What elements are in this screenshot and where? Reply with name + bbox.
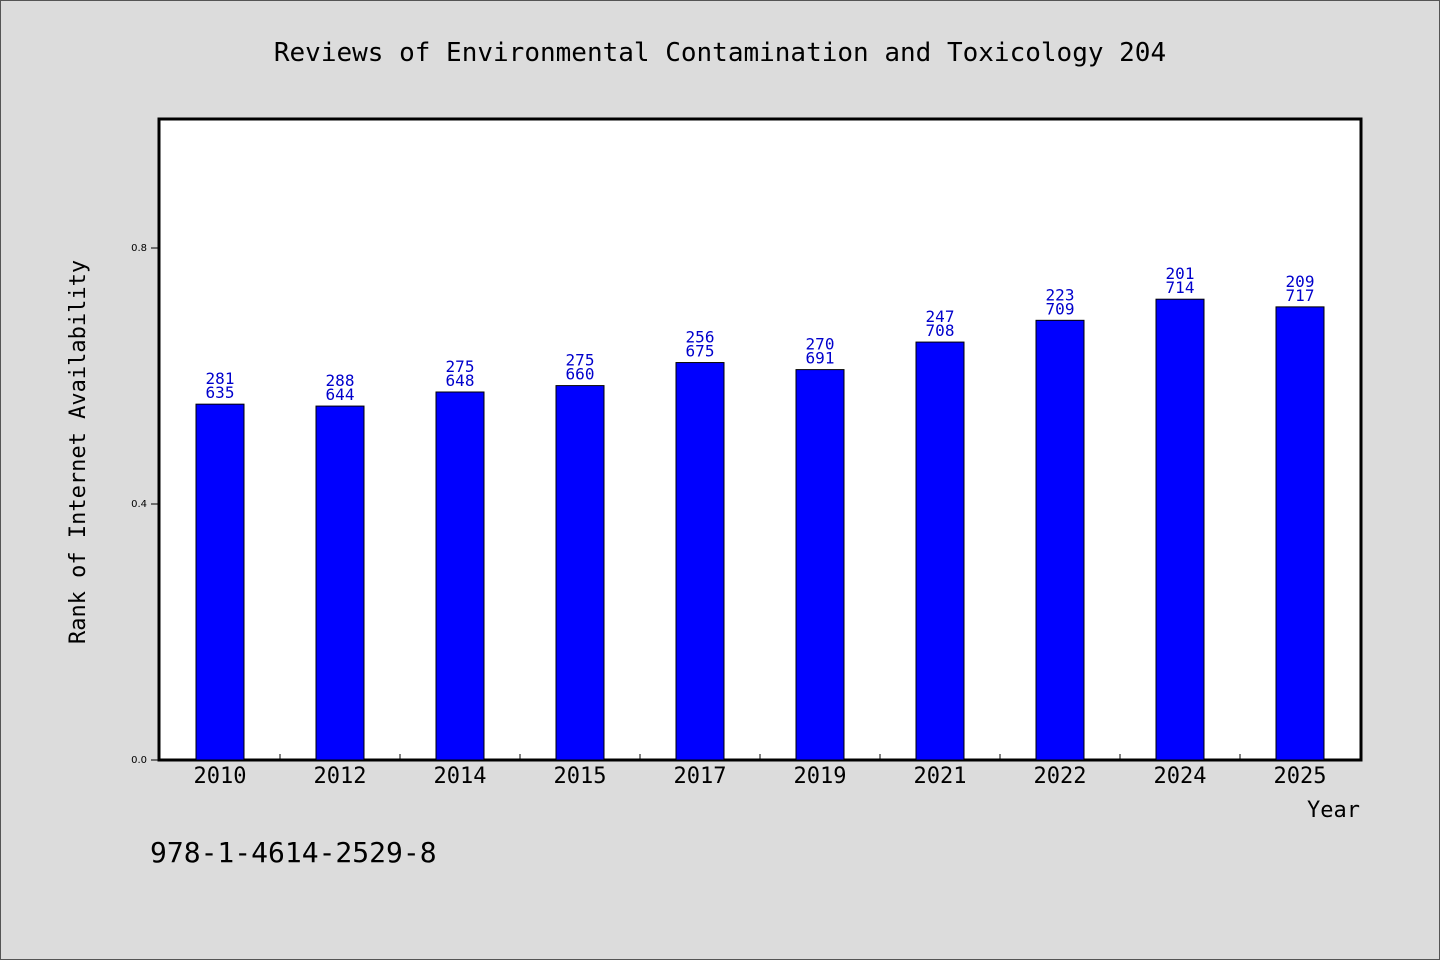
- data-label-bottom-2010: 635: [206, 383, 235, 402]
- bar-2024: [1155, 298, 1205, 761]
- y-axis: 0.0 0.4 0.8: [131, 243, 159, 766]
- data-label-top-2024: 201: [1166, 264, 1195, 283]
- data-label-top-2021: 247: [926, 307, 955, 326]
- y-tick-label: 0.8: [131, 243, 147, 254]
- data-label-bottom-2012: 644: [326, 385, 355, 404]
- x-tick-label-2025: 2025: [1274, 764, 1327, 789]
- data-label-top-2015: 275: [566, 351, 595, 370]
- x-tick-label-2012: 2012: [314, 764, 367, 789]
- bar-2025: [1275, 306, 1325, 761]
- data-label-top-2014: 275: [446, 357, 475, 376]
- bar-2019: [795, 369, 845, 761]
- y-tick-label: 0.4: [131, 499, 147, 510]
- data-label-bottom-2022: 709: [1046, 299, 1075, 318]
- y-tick-label: 0.0: [131, 755, 147, 766]
- data-label-top-2019: 270: [806, 335, 835, 354]
- bar-2015: [555, 385, 605, 761]
- bar-2012: [315, 405, 365, 761]
- data-label-bottom-2015: 660: [566, 365, 595, 384]
- data-label-bottom-2017: 675: [686, 342, 715, 361]
- data-label-top-2022: 223: [1046, 285, 1075, 304]
- data-label-bottom-2019: 691: [806, 349, 835, 368]
- chart-title: Reviews of Environmental Contamination a…: [274, 38, 1166, 68]
- x-tick-label-2019: 2019: [794, 764, 847, 789]
- x-tick-label-2015: 2015: [554, 764, 607, 789]
- x-axis: 2010 2012 2014 2015 2017 2019 2021 2022 2024 2025: [194, 754, 1327, 789]
- y-axis-title: Rank of Internet Availability: [66, 260, 91, 644]
- data-label-top-2025: 209: [1286, 272, 1315, 291]
- data-label-bottom-2024: 714: [1166, 278, 1195, 297]
- x-tick-label-2014: 2014: [434, 764, 487, 789]
- bar-2010: [195, 403, 245, 761]
- bar-2021: [915, 341, 965, 761]
- data-label-top-2017: 256: [686, 328, 715, 347]
- bar-2017: [675, 362, 725, 761]
- x-tick-label-2021: 2021: [914, 764, 967, 789]
- x-tick-label-2010: 2010: [194, 764, 247, 789]
- x-axis-title: Year: [1307, 798, 1360, 823]
- data-label-bottom-2025: 717: [1286, 286, 1315, 305]
- data-label-bottom-2014: 648: [446, 371, 475, 390]
- data-label-bottom-2021: 708: [926, 321, 955, 340]
- x-tick-label-2024: 2024: [1154, 764, 1207, 789]
- bar-2014: [435, 391, 485, 761]
- isbn-text: 978-1-4614-2529-8: [150, 836, 437, 869]
- x-tick-label-2022: 2022: [1034, 764, 1087, 789]
- data-label-top-2010: 281: [206, 369, 235, 388]
- bar-2022: [1035, 319, 1085, 761]
- data-label-top-2012: 288: [326, 371, 355, 390]
- x-tick-label-2017: 2017: [674, 764, 727, 789]
